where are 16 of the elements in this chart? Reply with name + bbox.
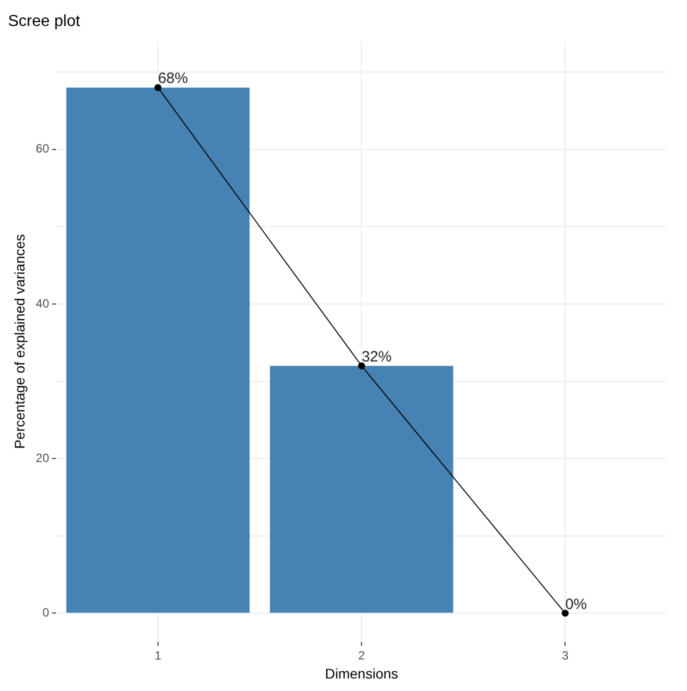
data-label: 0%: [565, 596, 587, 613]
y-tick-label: 20: [36, 450, 50, 465]
x-tick-label: 1: [154, 648, 162, 662]
y-tick-label: 40: [36, 296, 50, 310]
x-axis-title: Dimensions: [325, 665, 398, 682]
point: [358, 362, 366, 370]
x-tick-label: 2: [358, 648, 366, 662]
point: [154, 84, 162, 92]
data-label: 32%: [362, 348, 392, 366]
y-tick-label: 0: [42, 606, 50, 620]
y-tick-label: 60: [36, 142, 50, 156]
x-tick-label: 3: [562, 648, 569, 662]
data-label: 68%: [158, 70, 188, 88]
y-axis-title: Percentage of explained variances: [11, 234, 28, 449]
chart-title: Scree plot: [8, 13, 81, 30]
point: [562, 610, 569, 617]
